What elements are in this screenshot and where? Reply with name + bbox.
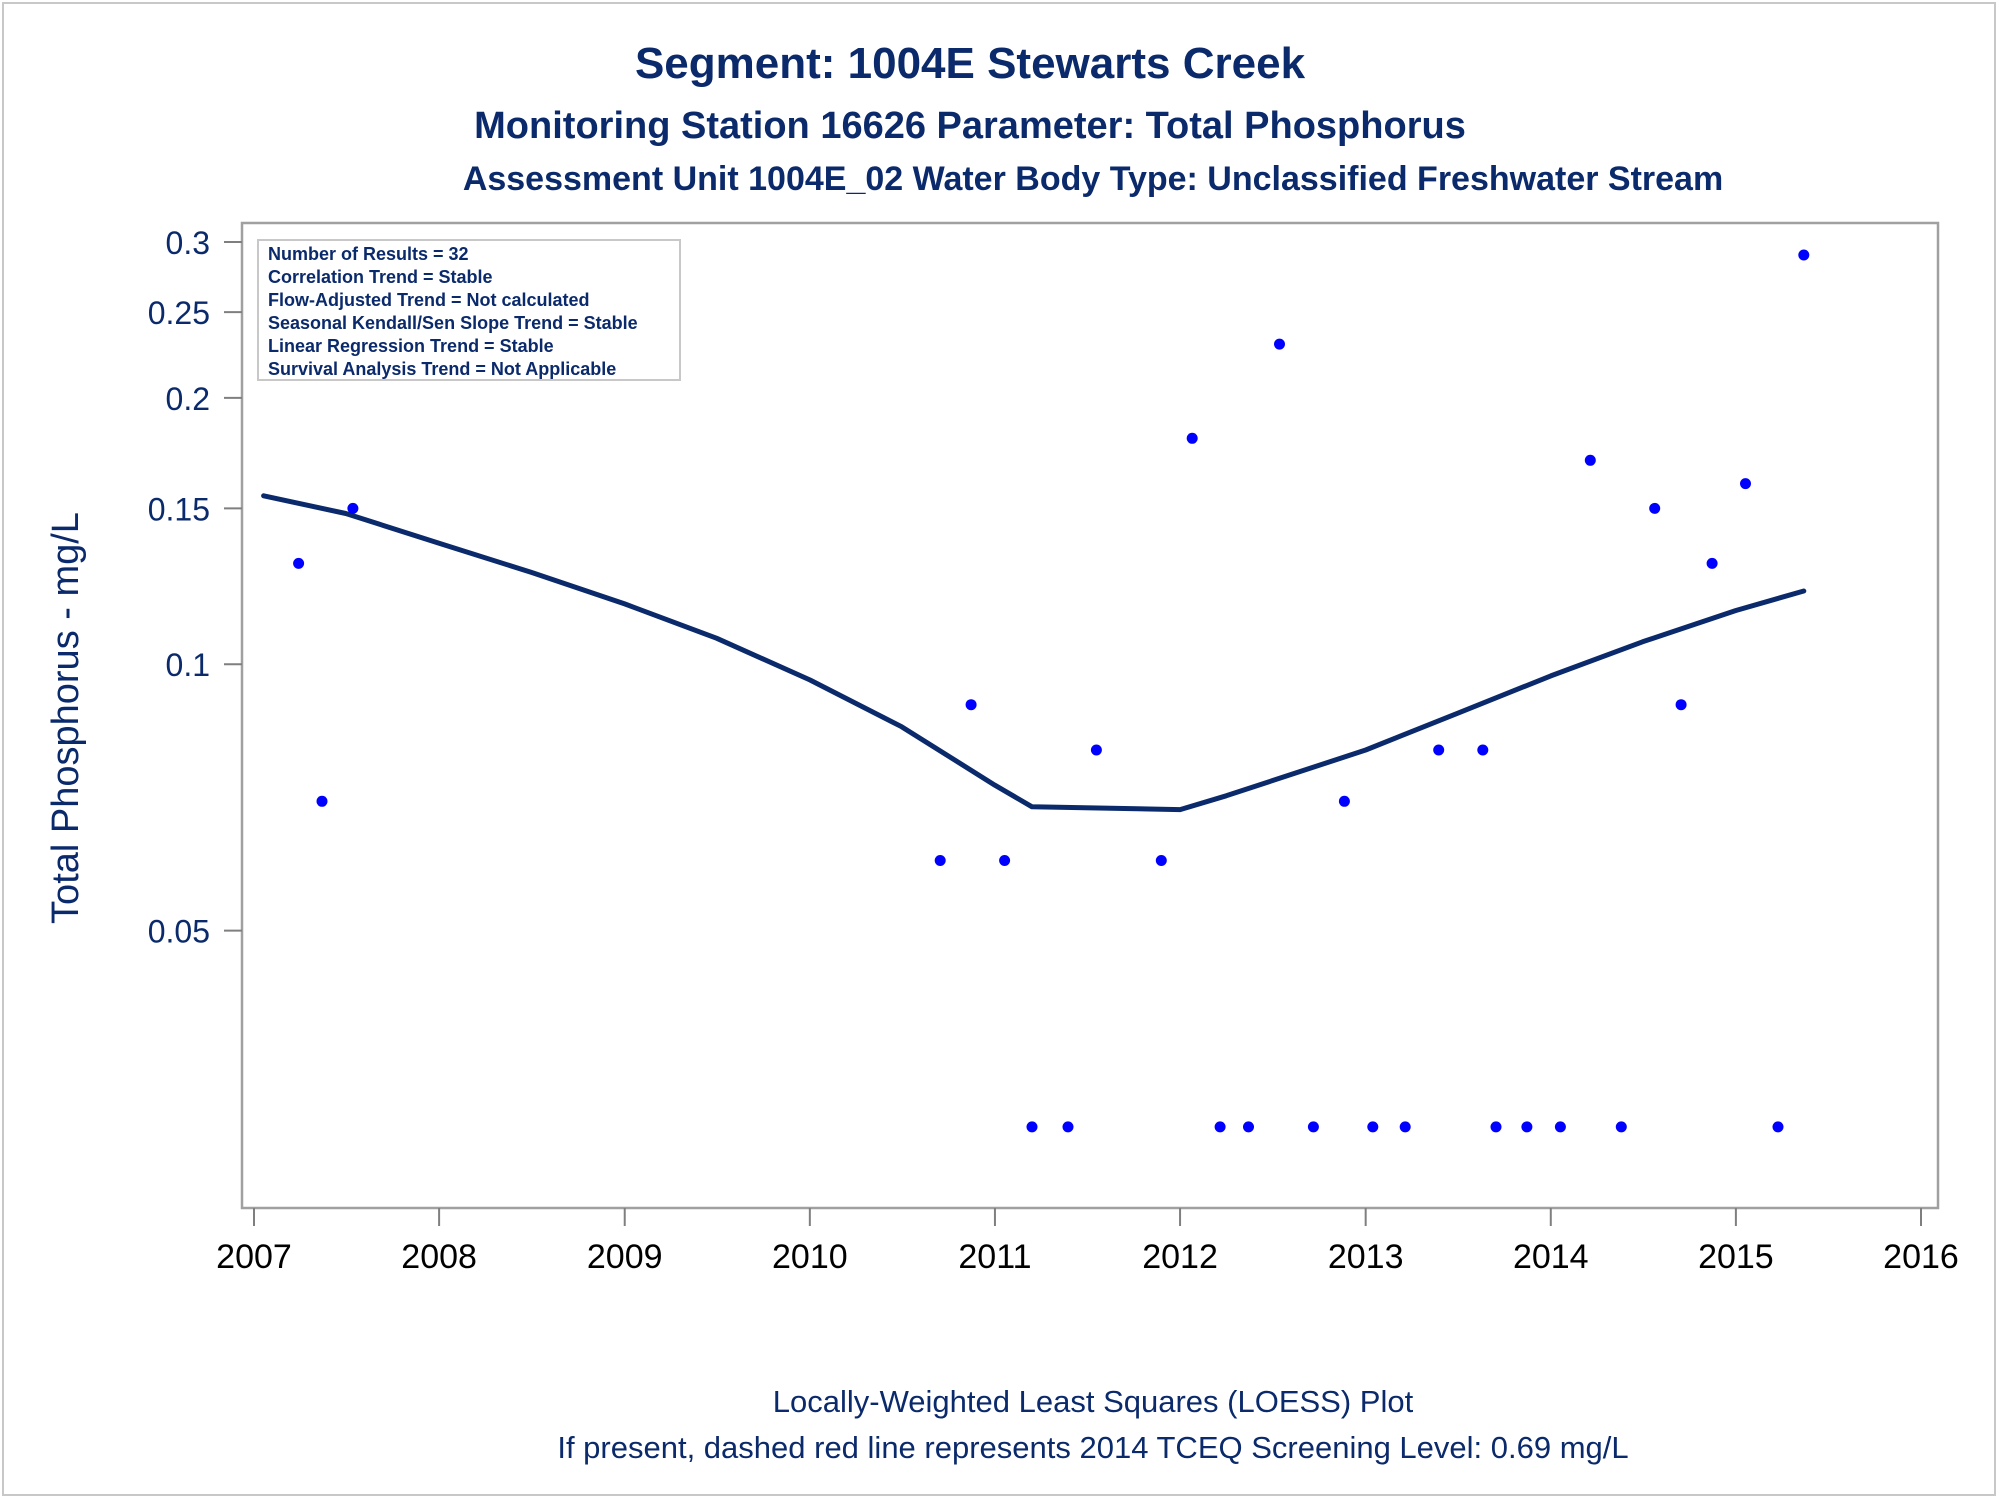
data-point <box>965 699 977 711</box>
data-point <box>1477 744 1489 756</box>
data-point <box>1307 1121 1319 1133</box>
y-tick-label: 0.2 <box>166 381 210 417</box>
chart-subtitle-2: Assessment Unit 1004E_02 Water Body Type… <box>463 160 1723 198</box>
stats-line: Seasonal Kendall/Sen Slope Trend = Stabl… <box>268 313 638 333</box>
stats-line: Survival Analysis Trend = Not Applicable <box>268 359 616 379</box>
data-point <box>1490 1121 1502 1133</box>
stats-line: Correlation Trend = Stable <box>268 267 493 287</box>
stats-box: Number of Results = 32 Correlation Trend… <box>257 239 681 381</box>
data-point <box>1090 744 1102 756</box>
footnote-loess: Locally-Weighted Least Squares (LOESS) P… <box>773 1384 1414 1419</box>
x-tick-label: 2012 <box>1142 1238 1218 1276</box>
data-point <box>1740 478 1751 490</box>
data-point <box>1521 1121 1533 1133</box>
loess-line <box>261 493 1807 813</box>
data-point <box>1649 502 1661 514</box>
data-point <box>1274 338 1285 350</box>
data-point <box>999 855 1011 866</box>
data-point <box>1338 795 1350 807</box>
data-point <box>1155 855 1167 866</box>
data-point <box>1399 1121 1411 1133</box>
loess-series <box>261 493 1807 813</box>
y-tick-label: 0.3 <box>166 225 210 261</box>
data-point <box>934 855 946 866</box>
data-point <box>1433 744 1445 756</box>
y-tick-label: 0.1 <box>166 647 210 683</box>
x-tick-label: 2013 <box>1328 1238 1404 1276</box>
data-point <box>1584 454 1596 466</box>
data-point <box>1062 1121 1074 1133</box>
stats-box-frame <box>257 239 681 381</box>
data-point <box>1026 1121 1038 1133</box>
data-point <box>293 557 305 569</box>
data-point <box>1214 1121 1226 1133</box>
x-tick-label: 2007 <box>216 1238 292 1276</box>
stats-line: Linear Regression Trend = Stable <box>268 336 554 356</box>
data-point <box>1367 1121 1379 1133</box>
x-tick-label: 2008 <box>401 1238 477 1276</box>
data-point <box>347 502 359 514</box>
data-point <box>1675 699 1687 711</box>
x-tick-label: 2011 <box>958 1238 1031 1276</box>
data-point <box>1798 249 1810 261</box>
footnote-screening-level: If present, dashed red line represents 2… <box>557 1430 1628 1465</box>
data-point <box>1615 1121 1627 1133</box>
chart-title: Segment: 1004E Stewarts Creek <box>635 39 1306 88</box>
x-tick-label: 2016 <box>1883 1238 1959 1276</box>
x-tick-label: 2009 <box>587 1238 663 1276</box>
y-axis: 0.3 0.25 0.2 0.15 0.1 0.05 <box>148 225 242 950</box>
stats-line: Number of Results = 32 <box>268 244 469 264</box>
plot-area <box>240 221 1940 1210</box>
data-point <box>1554 1121 1566 1133</box>
stats-line: Flow-Adjusted Trend = Not calculated <box>268 290 590 310</box>
y-tick-label: 0.05 <box>148 914 210 950</box>
data-point <box>1706 557 1718 569</box>
data-point <box>1186 432 1198 444</box>
y-tick-label: 0.25 <box>148 295 210 331</box>
x-tick-label: 2015 <box>1698 1238 1774 1276</box>
x-axis: 2007 2008 2009 2010 2011 2012 2013 2014 2015 2016 <box>216 1208 1959 1276</box>
scatter-series <box>258 249 1810 1133</box>
data-point <box>1243 1121 1254 1133</box>
x-tick-label: 2010 <box>772 1238 848 1276</box>
chart-subtitle: Monitoring Station 16626 Parameter: Tota… <box>474 105 1466 147</box>
data-point <box>1772 1121 1784 1133</box>
x-tick-label: 2014 <box>1513 1238 1589 1276</box>
y-axis-label: Total Phosphorus - mg/L <box>45 512 87 924</box>
data-point <box>316 795 328 807</box>
y-tick-label: 0.15 <box>148 491 210 527</box>
